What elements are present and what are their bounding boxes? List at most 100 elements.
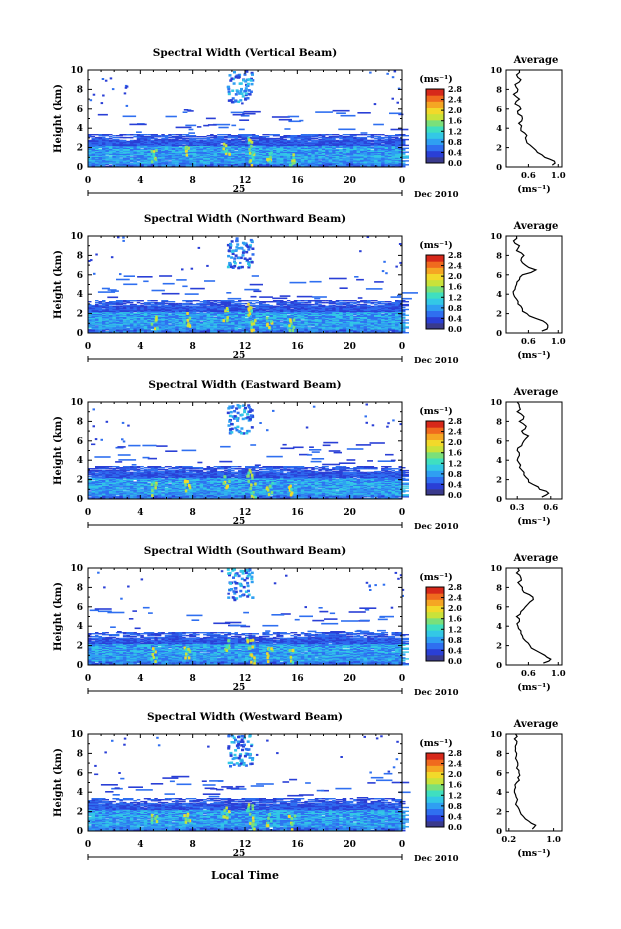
heatmap-cell xyxy=(108,310,113,313)
heatmap-cell xyxy=(311,316,315,318)
heatmap-cell xyxy=(321,140,333,143)
heatmap-cell xyxy=(126,143,130,146)
heatmap-cell xyxy=(311,150,315,152)
heatmap-cell xyxy=(346,152,350,154)
heatmap-cell xyxy=(210,145,214,148)
heatmap-cell xyxy=(95,319,99,321)
heatmap-cell xyxy=(363,156,368,158)
heatmap-cell xyxy=(356,329,361,331)
heatmap-cell xyxy=(283,310,287,313)
heatmap-cell xyxy=(367,141,371,144)
heatmap-cell xyxy=(164,158,169,160)
heatmap-cell xyxy=(91,323,95,325)
heatmap-cell xyxy=(325,319,329,321)
heatmap-cell xyxy=(245,321,249,323)
heatmap-cell xyxy=(339,163,343,165)
heatmap-cell xyxy=(363,328,368,330)
heatmap-cell xyxy=(325,311,329,314)
colorbar-tick-label: 2.8 xyxy=(448,84,462,94)
heatmap-cell xyxy=(384,331,389,333)
heatmap-cell xyxy=(178,328,186,330)
heatmap-cell xyxy=(252,136,256,138)
heatmap-cell xyxy=(300,161,305,163)
heatmap-cell xyxy=(136,162,141,164)
heatmap-cell xyxy=(115,163,120,165)
heatmap-cell xyxy=(150,140,155,143)
heatmap-cell xyxy=(325,324,329,326)
heatmap-cell xyxy=(224,151,228,155)
heatmap-cell xyxy=(147,150,151,152)
heatmap-cell xyxy=(297,144,301,147)
heatmap-cell xyxy=(304,324,308,326)
heatmap-cell xyxy=(91,324,95,326)
heatmap-cell xyxy=(304,160,308,162)
heatmap-cell xyxy=(129,136,134,139)
heatmap-cell xyxy=(255,309,259,312)
heatmap-cell xyxy=(297,147,301,149)
avg-y-tick-label: 2 xyxy=(496,144,502,154)
heatmap-cell xyxy=(213,137,225,140)
heatmap-cell xyxy=(150,143,155,146)
heatmap-cell xyxy=(332,138,336,141)
heatmap-cell xyxy=(241,144,245,147)
heatmap-cell xyxy=(210,313,218,315)
heatmap-cell xyxy=(384,317,389,319)
heatmap-cell xyxy=(388,316,392,318)
heatmap-cell xyxy=(189,138,197,141)
heatmap-cell xyxy=(112,318,116,320)
heatmap-cell xyxy=(374,143,378,146)
heatmap-cell xyxy=(245,331,249,333)
heatmap-cell xyxy=(213,142,218,145)
heatmap-cell xyxy=(192,322,197,324)
heatmap-cell xyxy=(236,74,240,77)
heatmap-cell xyxy=(283,329,287,331)
heatmap-cell xyxy=(239,99,243,102)
heatmap-cell xyxy=(398,164,409,166)
heatmap-cell xyxy=(262,316,266,318)
heatmap-cell xyxy=(227,92,231,96)
heatmap-cell xyxy=(157,159,162,161)
heatmap-cell xyxy=(353,136,357,139)
heatmap-cell xyxy=(143,140,148,143)
heatmap-cell xyxy=(245,143,249,146)
heatmap-cell xyxy=(105,148,109,150)
heatmap-cell xyxy=(164,161,169,163)
heatmap-cell xyxy=(346,144,350,147)
heatmap-cell xyxy=(105,310,109,313)
heatmap-cell xyxy=(332,150,336,152)
heatmap-cell xyxy=(182,330,193,332)
heatmap-cell xyxy=(374,329,378,331)
heatmap-cell xyxy=(157,151,162,153)
heatmap-cell xyxy=(314,134,319,136)
heatmap-cell xyxy=(374,140,378,143)
heatmap-cell xyxy=(252,143,256,146)
heatmap-cell xyxy=(370,324,375,326)
heatmap-cell xyxy=(171,154,176,156)
heatmap-cell xyxy=(241,323,245,325)
heatmap-cell xyxy=(189,323,193,325)
heatmap-cell xyxy=(250,77,253,81)
heatmap-cell xyxy=(206,162,211,164)
heatmap-cell xyxy=(321,151,326,153)
heatmap-cell xyxy=(252,313,256,315)
heatmap-cell xyxy=(332,159,336,161)
heatmap-cell xyxy=(353,165,357,167)
heatmap-cell xyxy=(286,326,298,328)
heatmap-cell xyxy=(154,310,162,313)
heatmap-cell xyxy=(395,151,399,153)
heatmap-cell xyxy=(161,162,165,164)
heatmap-cell xyxy=(318,144,322,147)
heatmap-cell xyxy=(192,147,197,149)
heatmap-cell xyxy=(203,322,214,324)
heatmap-cell xyxy=(335,150,343,152)
heatmap-cell xyxy=(147,149,151,151)
heatmap-cell xyxy=(311,147,315,149)
heatmap-cell xyxy=(241,154,245,156)
heatmap-cell xyxy=(335,330,340,332)
heatmap-cell xyxy=(238,145,242,148)
heatmap-cell xyxy=(104,79,108,82)
heatmap-cell xyxy=(224,322,228,324)
heatmap-cell xyxy=(140,317,144,319)
heatmap-cell xyxy=(105,141,109,144)
heatmap-cell xyxy=(283,147,287,149)
